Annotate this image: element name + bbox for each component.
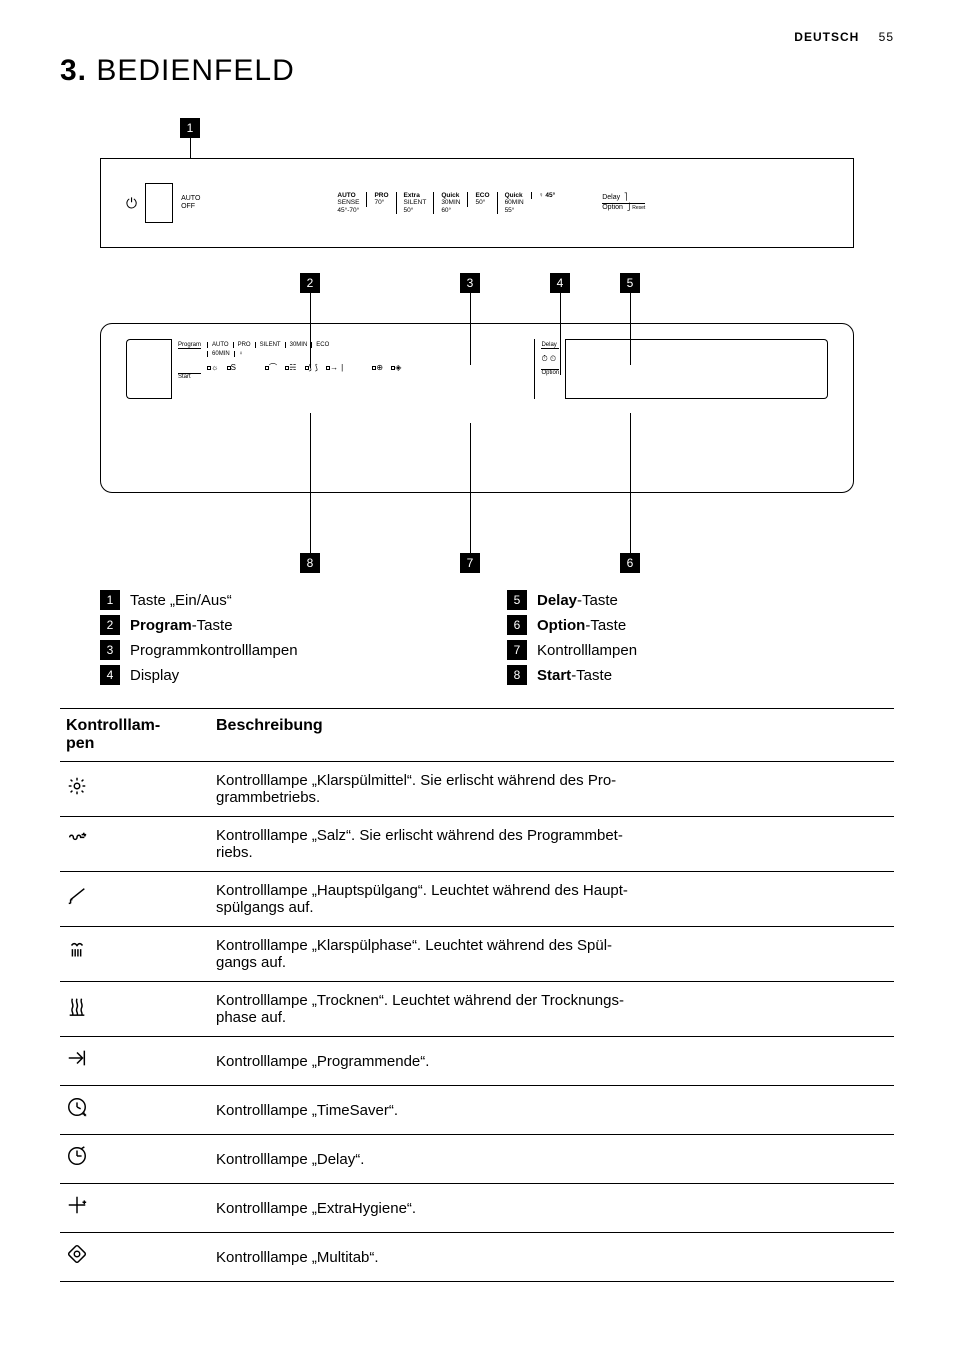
display-program-col: Program Start	[171, 339, 207, 399]
display-indicators: AUTOPROSILENT30MINECO 60MIN♀ ☼ S ⌒ ☵ ⟆⟆ …	[207, 339, 404, 376]
table-row: Kontrolllampe „Multitab“.	[60, 1233, 894, 1282]
marker-3: 3	[460, 273, 480, 293]
display-row: Program Start AUTOPROSILENT30MINECO 60MI…	[126, 339, 828, 399]
table-desc: Kontrolllampe „ExtraHygiene“.	[210, 1184, 894, 1233]
table-desc: Kontrolllampe „Multitab“.	[210, 1233, 894, 1282]
table-row: Kontrolllampe „Hauptspülgang“. Leuchtet …	[60, 872, 894, 927]
display-start-label: Start	[178, 373, 201, 380]
legend-item: 5Delay-Taste	[507, 590, 854, 610]
rinse-icon	[60, 762, 210, 817]
table-desc: Kontrolllampe „Trocknen“. Leuchtet währe…	[210, 982, 894, 1037]
display-screen-right	[566, 339, 828, 399]
table-desc: Kontrolllampe „Programmende“.	[210, 1037, 894, 1086]
multi-icon	[60, 1233, 210, 1282]
power-icon: ⏻	[126, 195, 137, 212]
display-row1: AUTOPROSILENT30MINECO	[207, 342, 404, 348]
legend-item: 1Taste „Ein/Aus“	[100, 590, 447, 610]
table-row: Kontrolllampe „Programmende“.	[60, 1037, 894, 1086]
salt-icon	[60, 817, 210, 872]
marker-4: 4	[550, 273, 570, 293]
table-header-2: Beschreibung	[210, 709, 894, 762]
control-panel-strip: ⏻ AUTO OFF AUTOSENSE45°-70°PRO70°ExtraSI…	[100, 158, 854, 248]
header-lang: DEUTSCH	[794, 30, 859, 44]
dry-icon	[60, 982, 210, 1037]
table-row: Kontrolllampe „Delay“.	[60, 1135, 894, 1184]
delay-option-group: Delay ⎤ Option ⎦ Reset	[602, 194, 645, 212]
display-delay-col: Delay ⏱ ⏲ Option	[534, 339, 566, 399]
page-header: DEUTSCH 55	[60, 30, 894, 44]
legend-item: 8Start-Taste	[507, 665, 854, 685]
legend-item: 7Kontrolllampen	[507, 640, 854, 660]
legend-item: 2Program-Taste	[100, 615, 447, 635]
table-header-1: Kontrolllam- pen	[60, 709, 210, 762]
display-section: 2 3 4 5 Program Start AUTOPROSILENT30MIN…	[100, 273, 854, 573]
legend-left: 1Taste „Ein/Aus“ 2Program-Taste 3Programmk…	[100, 585, 447, 690]
program-labels-row: AUTOSENSE45°-70°PRO70°ExtraSILENT50°Quic…	[330, 192, 562, 213]
display-row2: 60MIN♀	[207, 351, 404, 357]
marker-2: 2	[300, 273, 320, 293]
lead-lines-top: 2 3 4 5	[100, 273, 854, 323]
header-page: 55	[879, 30, 894, 44]
legend-right: 5Delay-Taste 6Option-Taste 7Kontrolllampen…	[507, 585, 854, 690]
delay-label: Delay	[602, 194, 620, 201]
legend-item: 6Option-Taste	[507, 615, 854, 635]
table-desc: Kontrolllampe „Hauptspülgang“. Leuchtet …	[210, 872, 894, 927]
display-box: Program Start AUTOPROSILENT30MINECO 60MI…	[100, 323, 854, 493]
table-desc: Kontrolllampe „Salz“. Sie erlischt währe…	[210, 817, 894, 872]
end-icon	[60, 1037, 210, 1086]
table-row: Kontrolllampe „Klarspülmittel“. Sie erli…	[60, 762, 894, 817]
table-row: Kontrolllampe „Salz“. Sie erlischt währe…	[60, 817, 894, 872]
table-row: Kontrolllampe „Trocknen“. Leuchtet währe…	[60, 982, 894, 1037]
auto-off-label: AUTO OFF	[181, 195, 200, 210]
hyg-icon	[60, 1184, 210, 1233]
display-screen-left	[126, 339, 171, 399]
marker-5: 5	[620, 273, 640, 293]
marker-6: 6	[620, 553, 640, 573]
wash-icon	[60, 872, 210, 927]
marker-8: 8	[300, 553, 320, 573]
display-option-label: Option	[541, 369, 559, 376]
table-desc: Kontrolllampe „TimeSaver“.	[210, 1086, 894, 1135]
marker-7: 7	[460, 553, 480, 573]
table-row: Kontrolllampe „ExtraHygiene“.	[60, 1184, 894, 1233]
legend: 1Taste „Ein/Aus“ 2Program-Taste 3Programmk…	[100, 585, 854, 690]
section-text: BEDIENFELD	[87, 54, 295, 87]
indicator-table: Kontrolllam- pen Beschreibung Kontrollla…	[60, 708, 894, 1282]
table-row: Kontrolllampe „TimeSaver“.	[60, 1086, 894, 1135]
table-desc: Kontrolllampe „Delay“.	[210, 1135, 894, 1184]
timesv-icon	[60, 1086, 210, 1135]
lead-line	[190, 138, 191, 158]
table-desc: Kontrolllampe „Klarspülphase“. Leuchtet …	[210, 927, 894, 982]
rinsep-icon	[60, 927, 210, 982]
display-delay-label: Delay	[541, 342, 559, 349]
power-button-box	[145, 183, 173, 223]
legend-item: 3Programmkontrolllampen	[100, 640, 447, 660]
option-label: Option	[602, 204, 623, 211]
legend-item: 4Display	[100, 665, 447, 685]
delay-icon	[60, 1135, 210, 1184]
marker-1: 1	[180, 118, 200, 138]
section-title: 3. BEDIENFELD	[60, 54, 894, 88]
display-icon-row: ☼ S ⌒ ☵ ⟆⟆ →| ⊕ ◈	[207, 362, 404, 373]
reset-label: Reset	[632, 205, 645, 211]
table-row: Kontrolllampe „Klarspülphase“. Leuchtet …	[60, 927, 894, 982]
section-number: 3.	[60, 54, 87, 87]
display-program-label: Program	[178, 342, 201, 349]
table-desc: Kontrolllampe „Klarspülmittel“. Sie erli…	[210, 762, 894, 817]
lead-lines-bottom: 8 7 6	[100, 493, 854, 573]
